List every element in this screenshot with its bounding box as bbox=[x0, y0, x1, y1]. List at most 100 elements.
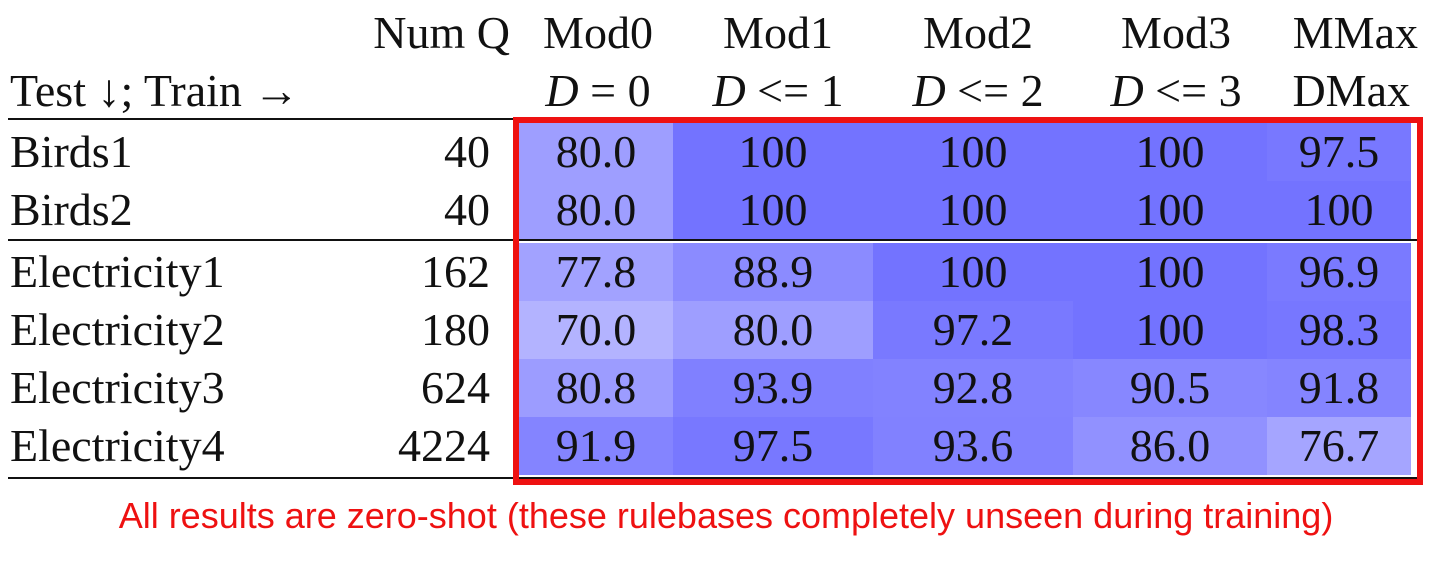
column-header: MMax bbox=[1292, 7, 1418, 58]
depth-op: <= bbox=[945, 65, 1021, 116]
highlight-box bbox=[513, 117, 1423, 485]
depth-num: 0 bbox=[627, 65, 651, 116]
depth-op: <= bbox=[745, 65, 821, 116]
heatmap-cell: 100 bbox=[873, 181, 1073, 239]
cell-value: 96.9 bbox=[1298, 246, 1380, 297]
heatmap-cell: 93.6 bbox=[873, 417, 1073, 475]
column-header: Mod0 bbox=[543, 7, 653, 58]
heatmap-cell: 100 bbox=[1073, 181, 1267, 239]
row-label: Electricity4 bbox=[10, 420, 225, 471]
heatmap-cell: 80.8 bbox=[519, 359, 673, 417]
row-label: Birds1 bbox=[10, 126, 133, 177]
cell-value: 100 bbox=[1135, 126, 1205, 177]
heatmap-cell: 90.5 bbox=[1073, 359, 1267, 417]
heatmap-cell: 100 bbox=[1073, 301, 1267, 359]
column-header: Mod1 bbox=[723, 7, 833, 58]
cell-value: 76.7 bbox=[1298, 420, 1380, 471]
depth-header: DMax bbox=[1190, 62, 1410, 120]
num-questions: 40 bbox=[444, 126, 490, 177]
heatmap-cell: 100 bbox=[673, 181, 873, 239]
depth-header: D <= 3 bbox=[1066, 62, 1286, 120]
row-label: Electricity3 bbox=[10, 362, 225, 413]
column-header: Num Q bbox=[373, 7, 510, 58]
heatmap-cell: 86.0 bbox=[1073, 417, 1267, 475]
depth-var: D bbox=[545, 65, 579, 116]
heatmap-cell: 100 bbox=[873, 243, 1073, 301]
cell-value: 80.0 bbox=[732, 304, 814, 355]
depth-header: D <= 1 bbox=[668, 62, 888, 120]
heatmap-cell: 100 bbox=[673, 123, 873, 181]
cell-value: 93.6 bbox=[932, 420, 1014, 471]
cell-value: 70.0 bbox=[555, 304, 637, 355]
cell-value: 88.9 bbox=[732, 246, 814, 297]
heatmap-cell: 80.0 bbox=[673, 301, 873, 359]
cell-value: 100 bbox=[1135, 304, 1205, 355]
depth-header: D <= 2 bbox=[868, 62, 1088, 120]
cell-value: 80.8 bbox=[555, 362, 637, 413]
num-questions: 40 bbox=[444, 184, 490, 235]
depth-num: 2 bbox=[1020, 65, 1044, 116]
heatmap-cell: 91.8 bbox=[1267, 359, 1411, 417]
depth-op: <= bbox=[1143, 65, 1219, 116]
cell-value: 80.0 bbox=[555, 184, 637, 235]
cell-value: 91.9 bbox=[555, 420, 637, 471]
heatmap-cell: 96.9 bbox=[1267, 243, 1411, 301]
depth-num: 3 bbox=[1218, 65, 1242, 116]
cell-value: 97.2 bbox=[932, 304, 1014, 355]
num-questions: 624 bbox=[421, 362, 490, 413]
row-label: Electricity1 bbox=[10, 246, 225, 297]
row-label: Electricity2 bbox=[10, 304, 225, 355]
cell-value: 91.8 bbox=[1298, 362, 1380, 413]
cell-value: 97.5 bbox=[1298, 126, 1380, 177]
heatmap-cell: 76.7 bbox=[1267, 417, 1411, 475]
num-questions: 4224 bbox=[398, 420, 490, 471]
cell-value: 100 bbox=[1135, 184, 1205, 235]
cell-value: 100 bbox=[1135, 246, 1205, 297]
footnote: All results are zero-shot (these rulebas… bbox=[118, 495, 1334, 536]
heatmap-cell: 91.9 bbox=[519, 417, 673, 475]
heatmap-cell: 92.8 bbox=[873, 359, 1073, 417]
heatmap-cell: 70.0 bbox=[519, 301, 673, 359]
heatmap-cell: 100 bbox=[1073, 123, 1267, 181]
cell-value: 90.5 bbox=[1129, 362, 1211, 413]
depth-var: D bbox=[912, 65, 946, 116]
heatmap-cell: 77.8 bbox=[519, 243, 673, 301]
heatmap-cell: 100 bbox=[873, 123, 1073, 181]
cell-value: 100 bbox=[738, 126, 808, 177]
cell-value: 97.5 bbox=[732, 420, 814, 471]
heatmap-cell: 80.0 bbox=[519, 123, 673, 181]
cell-value: 100 bbox=[1304, 184, 1374, 235]
heatmap-cell: 100 bbox=[1073, 243, 1267, 301]
heatmap-cell: 97.5 bbox=[673, 417, 873, 475]
cell-value: 100 bbox=[938, 126, 1008, 177]
num-questions: 162 bbox=[421, 246, 490, 297]
cell-value: 92.8 bbox=[932, 362, 1014, 413]
cell-value: 86.0 bbox=[1129, 420, 1211, 471]
depth-var: D bbox=[1110, 65, 1144, 116]
cell-value: 100 bbox=[938, 246, 1008, 297]
depth-op: = bbox=[578, 65, 628, 116]
depth-num: DMax bbox=[1292, 65, 1410, 116]
cell-value: 98.3 bbox=[1298, 304, 1380, 355]
test-train-label: Test ↓; Train → bbox=[10, 65, 300, 116]
bottom-rule bbox=[8, 477, 1418, 479]
row-label: Birds2 bbox=[10, 184, 133, 235]
cell-value: 80.0 bbox=[555, 126, 637, 177]
num-questions: 180 bbox=[421, 304, 490, 355]
heatmap-cell: 93.9 bbox=[673, 359, 873, 417]
cell-value: 100 bbox=[938, 184, 1008, 235]
depth-header: D = 0 bbox=[488, 62, 708, 120]
group-rule bbox=[8, 239, 1418, 241]
depth-num: 1 bbox=[820, 65, 844, 116]
depth-var: D bbox=[712, 65, 746, 116]
cell-value: 93.9 bbox=[732, 362, 814, 413]
heatmap-cell: 98.3 bbox=[1267, 301, 1411, 359]
cell-value: 77.8 bbox=[555, 246, 637, 297]
column-header: Mod3 bbox=[1121, 7, 1231, 58]
cell-value: 100 bbox=[738, 184, 808, 235]
heatmap-cell: 97.5 bbox=[1267, 123, 1411, 181]
heatmap-cell: 97.2 bbox=[873, 301, 1073, 359]
heatmap-cell: 80.0 bbox=[519, 181, 673, 239]
heatmap-cell: 100 bbox=[1267, 181, 1411, 239]
